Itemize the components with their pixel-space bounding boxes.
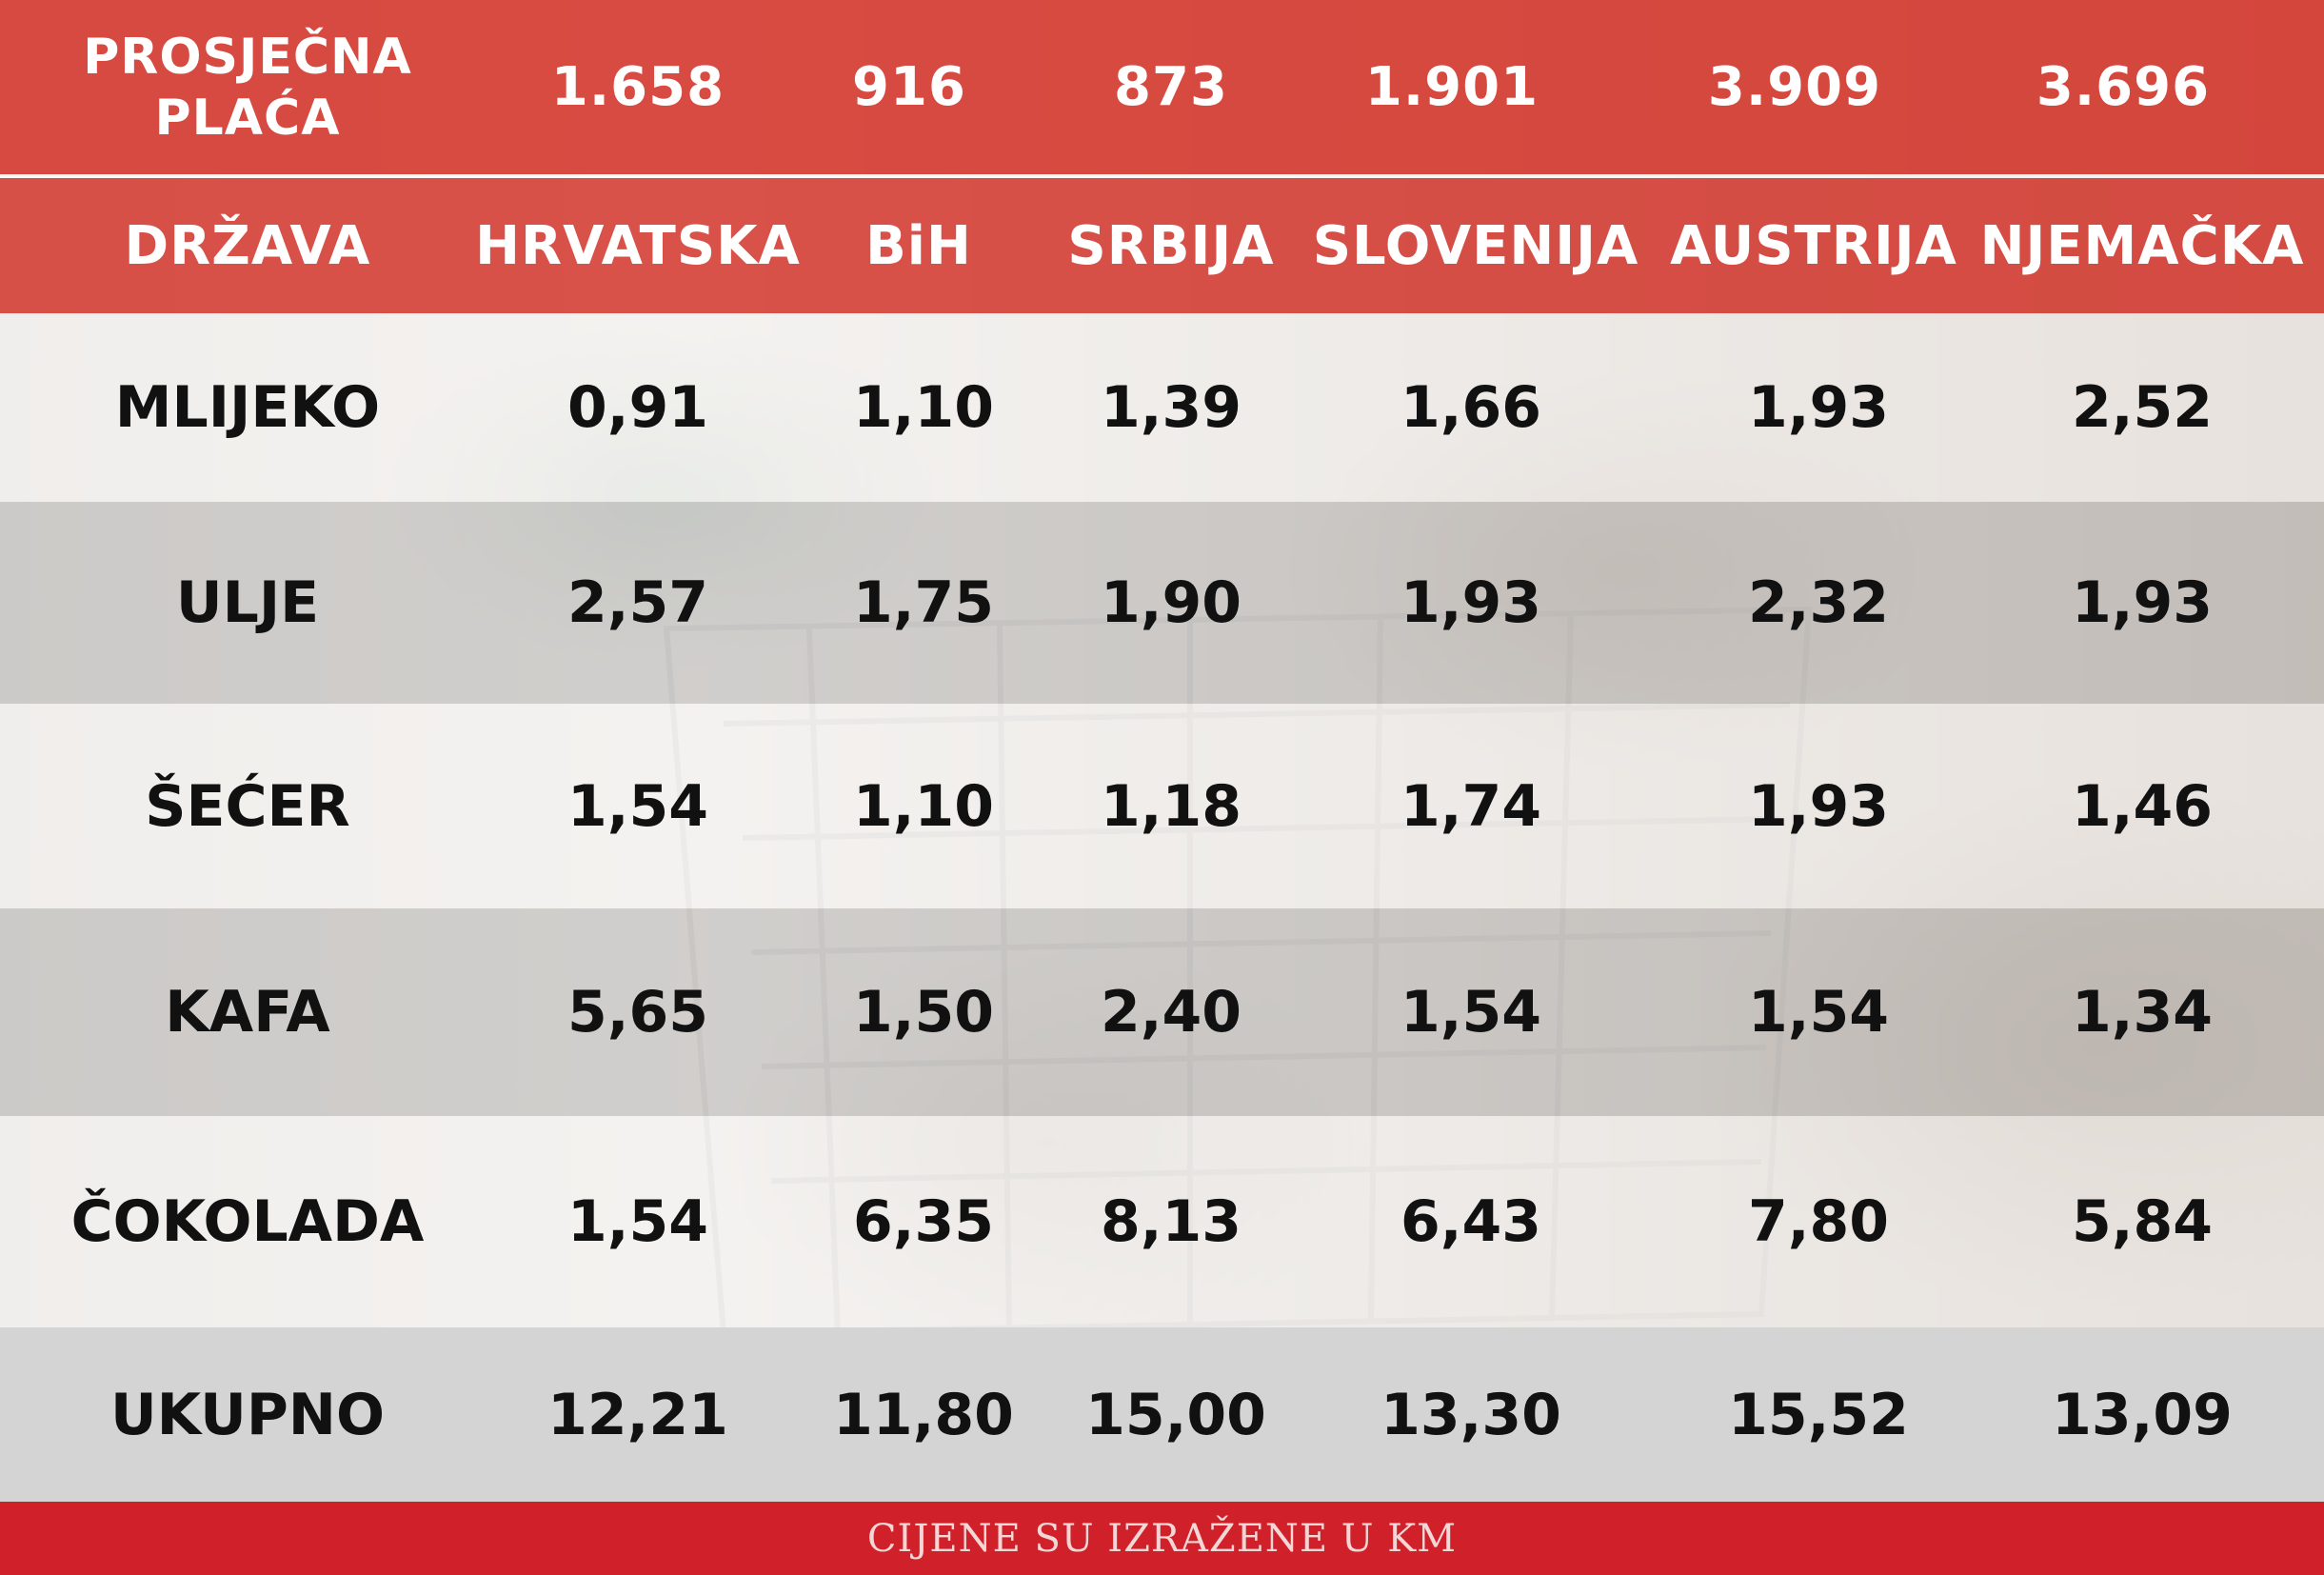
average-wage-label-line1: PROSJEČNA [83,28,412,86]
price-cell: 1,18 [1100,772,1242,840]
price-cell: 1,34 [2071,979,2214,1046]
price-cell: 1,93 [2071,569,2214,636]
table-row: ULJE 2,57 1,75 1,90 1,93 2,32 1,93 [0,502,2324,704]
price-cell: 1,66 [1400,374,1542,441]
price-cell: 5,65 [566,979,709,1046]
wage-value: 873 [1114,56,1228,118]
price-cell: 1,39 [1100,374,1242,441]
table-row: KAFA 5,65 1,50 2,40 1,54 1,54 1,34 [0,908,2324,1116]
country-label: DRŽAVA [124,214,371,277]
wage-value: 1.901 [1364,56,1539,118]
country-name: SRBIJA [1067,214,1275,277]
table-row: ŠEĆER 1,54 1,10 1,18 1,74 1,93 1,46 [0,704,2324,908]
price-cell: 1,54 [1747,979,1890,1046]
price-cell: 1,10 [852,374,995,441]
currency-note: CIJENE SU IZRAŽENE U KM [866,1516,1458,1561]
price-cell: 2,52 [2071,374,2214,441]
price-cell: 1,74 [1400,772,1542,840]
item-name: ULJE [175,569,320,636]
price-cell: 7,80 [1747,1188,1890,1255]
price-cell: 1,50 [852,979,995,1046]
wage-value: 3.696 [2036,56,2211,118]
price-cell: 8,13 [1100,1188,1242,1255]
average-wage-header-row: PROSJEČNA PLAĆA 1.658 916 873 1.901 3.90… [0,0,2324,174]
total-value: 15,00 [1085,1381,1266,1448]
price-cell: 1,93 [1747,374,1890,441]
average-wage-label: PROSJEČNA PLAĆA [38,0,457,174]
table-row: MLIJEKO 0,91 1,10 1,39 1,66 1,93 2,52 [0,313,2324,502]
total-row: UKUPNO 12,21 11,80 15,00 13,30 15,52 13,… [0,1327,2324,1502]
price-cell: 1,93 [1400,569,1542,636]
item-name: ČOKOLADA [70,1188,425,1255]
price-cell: 1,54 [566,1188,709,1255]
price-cell: 1,54 [566,772,709,840]
total-value: 13,30 [1380,1381,1561,1448]
price-cell: 1,75 [852,569,995,636]
currency-note-bar: CIJENE SU IZRAŽENE U KM [0,1502,2324,1575]
total-value: 15,52 [1728,1381,1909,1448]
item-name: KAFA [165,979,330,1046]
country-name: SLOVENIJA [1312,214,1639,277]
price-cell: 1,10 [852,772,995,840]
wage-value: 1.658 [550,56,725,118]
price-cell: 2,32 [1747,569,1890,636]
total-value: 13,09 [2052,1381,2233,1448]
item-name: MLIJEKO [114,374,381,441]
country-name: BiH [865,214,972,277]
price-cell: 1,54 [1400,979,1542,1046]
wage-value: 3.909 [1707,56,1882,118]
price-cell: 1,93 [1747,772,1890,840]
country-header-row: DRŽAVA HRVATSKA BiH SRBIJA SLOVENIJA AUS… [0,178,2324,313]
average-wage-label-line2: PLAĆA [154,89,341,147]
table-row: ČOKOLADA 1,54 6,35 8,13 6,43 7,80 5,84 [0,1116,2324,1327]
header-divider [0,174,2324,178]
price-cell: 2,40 [1100,979,1242,1046]
price-cell: 2,57 [566,569,709,636]
price-cell: 1,90 [1100,569,1242,636]
country-name: NJEMAČKA [1979,214,2305,277]
wage-value: 916 [852,56,966,118]
price-cell: 6,43 [1400,1188,1542,1255]
price-cell: 1,46 [2071,772,2214,840]
country-name: HRVATSKA [475,214,801,277]
price-cell: 6,35 [852,1188,995,1255]
price-cell: 5,84 [2071,1188,2214,1255]
item-name: ŠEĆER [145,772,350,840]
price-cell: 0,91 [566,374,709,441]
total-label: UKUPNO [109,1381,386,1448]
total-value: 12,21 [547,1381,728,1448]
total-value: 11,80 [833,1381,1014,1448]
country-name: AUSTRIJA [1670,214,1957,277]
